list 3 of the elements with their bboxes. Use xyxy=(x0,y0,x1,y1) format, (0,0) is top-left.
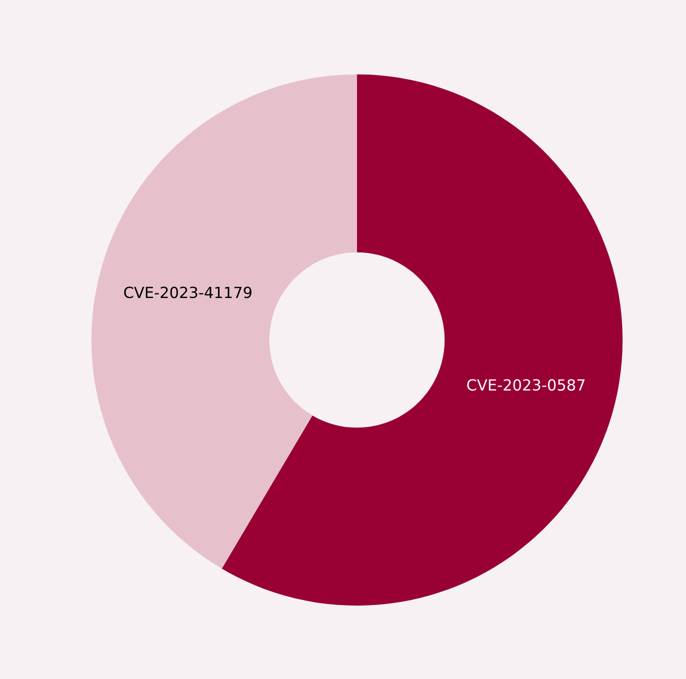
slice-label: CVE-2023-0587 xyxy=(467,379,585,391)
slice-label: CVE-2023-41179 xyxy=(124,286,252,298)
donut-slice xyxy=(91,74,357,569)
